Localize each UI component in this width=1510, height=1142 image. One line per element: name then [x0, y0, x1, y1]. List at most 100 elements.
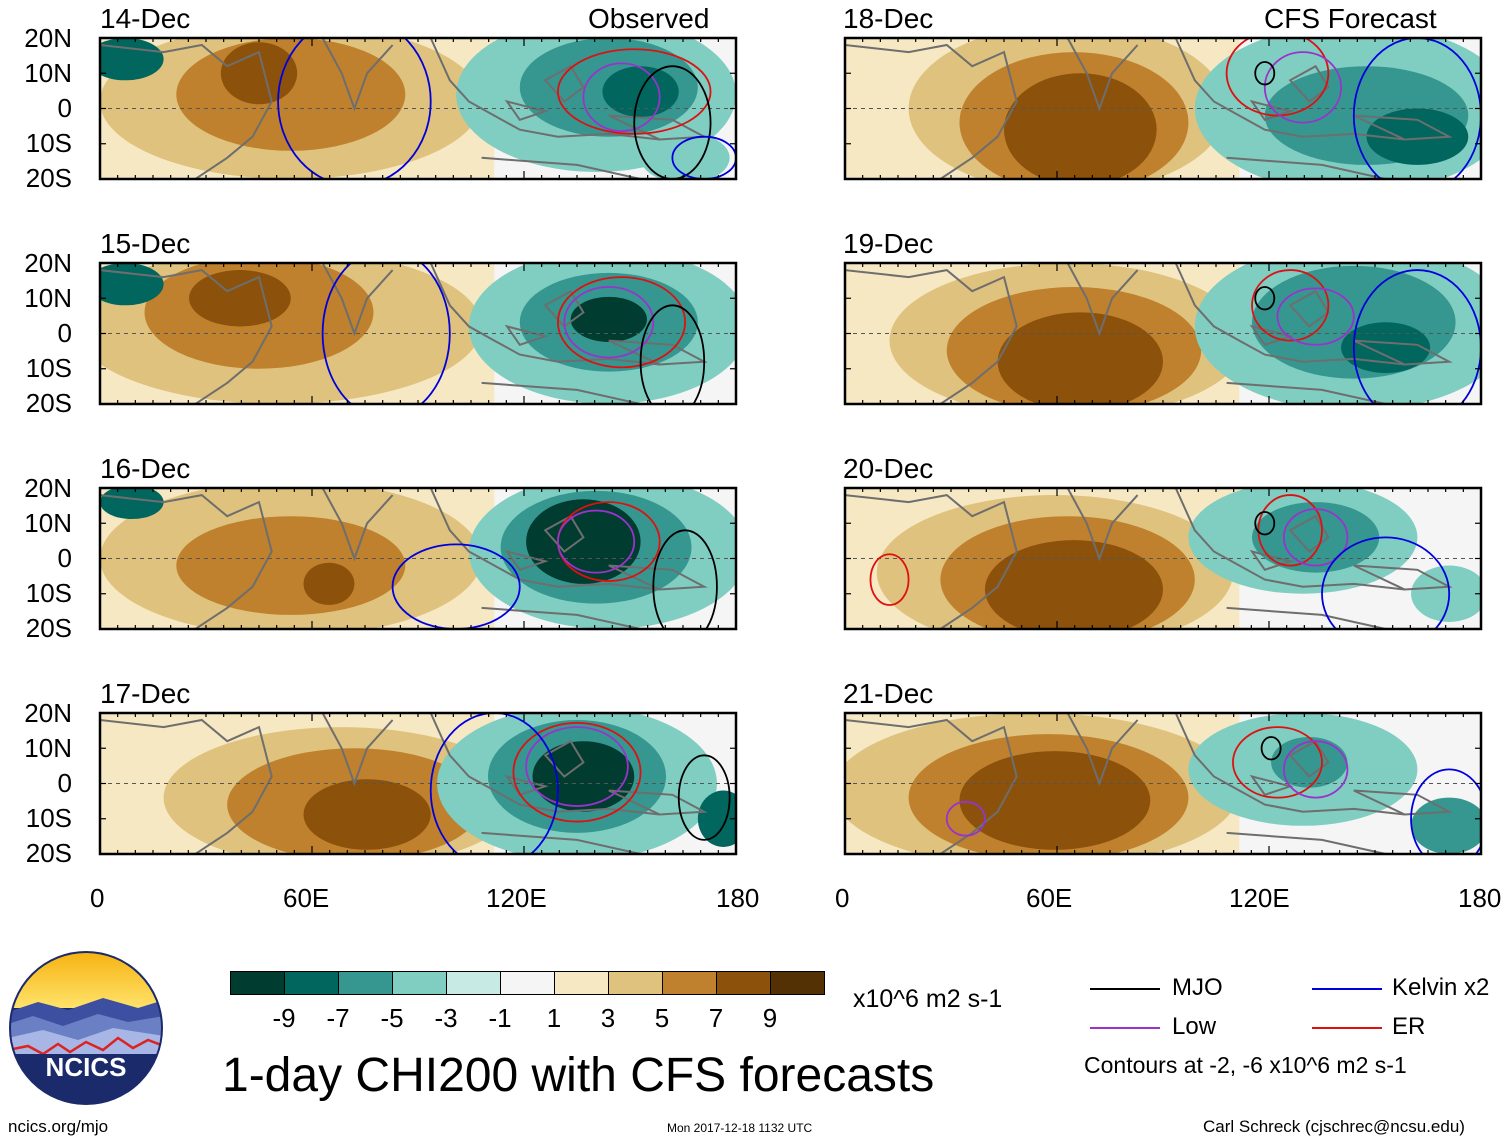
- coastline: [1249, 774, 1294, 796]
- colorbar-swatch: [285, 972, 339, 994]
- contour-low: [582, 62, 661, 132]
- shaded-anomaly: [100, 263, 164, 306]
- coastline: [100, 494, 273, 629]
- legend-label-er: ER: [1392, 1013, 1426, 1040]
- legend-line-low: [1090, 1027, 1160, 1029]
- contour-low: [1282, 740, 1349, 799]
- colorbar-swatch: [771, 972, 824, 994]
- map-panel-right-1: [843, 36, 1483, 181]
- coastline: [504, 324, 549, 346]
- contour-kelvinx: [429, 713, 559, 854]
- colorbar-tick-label: 5: [654, 1003, 670, 1033]
- x-tick-right-180: 180: [1458, 883, 1502, 913]
- coastline: [845, 494, 1018, 629]
- contour-mjo: [633, 65, 712, 179]
- contour-kelvinx: [1352, 269, 1481, 404]
- panel-date-left-4: 17-Dec: [100, 678, 191, 709]
- shaded-anomaly: [100, 38, 164, 81]
- coastline: [504, 774, 549, 796]
- coastline: [1066, 38, 1139, 112]
- map-panel-right-4: [843, 711, 1483, 856]
- shaded-anomaly: [189, 270, 291, 327]
- y-tick-label: 20S: [25, 613, 72, 643]
- colorbar-swatch: [393, 972, 447, 994]
- contour-mjo: [1254, 61, 1276, 86]
- contour-mjo: [1260, 736, 1282, 761]
- y-tick-label: 20N: [24, 248, 72, 278]
- y-tick-label: 0: [57, 768, 72, 798]
- map-panel-right-3: [843, 486, 1483, 631]
- panel-date-right-3: 20-Dec: [843, 453, 934, 484]
- coastline: [1353, 114, 1453, 141]
- contour-low: [1263, 51, 1342, 124]
- figure-title: 1-day CHI200 with CFS forecasts: [222, 1049, 935, 1102]
- contour-er: [869, 553, 910, 606]
- coastline: [481, 606, 641, 629]
- coastline: [504, 99, 549, 121]
- footer-author: Carl Schreck (cjschrec@ncsu.edu): [1203, 1117, 1465, 1136]
- panel-date-left-1: 14-Dec: [100, 3, 191, 34]
- legend-line-er: [1312, 1027, 1382, 1029]
- coastline: [429, 263, 660, 366]
- coastline: [845, 269, 1018, 404]
- coastline: [845, 43, 1018, 179]
- logo-text: NCICS: [46, 1052, 127, 1082]
- map-panel-left-3: [98, 486, 738, 631]
- coastline: [1288, 739, 1330, 778]
- forecast-label: CFS Forecast: [1264, 3, 1437, 34]
- coastline: [504, 549, 549, 571]
- colorbar-tick-label: -9: [272, 1003, 296, 1033]
- contour-mjo: [1254, 286, 1276, 311]
- contour-low: [563, 286, 655, 359]
- contour-kelvinx: [391, 543, 521, 629]
- contour-mjo: [639, 304, 706, 404]
- contour-low: [1276, 287, 1355, 346]
- contour-mjo: [1254, 511, 1276, 536]
- shaded-anomaly: [1411, 797, 1481, 854]
- x-tick-left-60e: 60E: [283, 883, 330, 913]
- shaded-anomaly: [1366, 108, 1469, 165]
- coastline: [1226, 156, 1386, 179]
- contour-mjo: [677, 754, 731, 841]
- shaded-anomaly: [1252, 502, 1380, 573]
- shaded-anomaly: [176, 516, 406, 615]
- colorbar-swatch: [339, 972, 393, 994]
- coastline: [1226, 381, 1386, 404]
- colorbar-tick-label: 1: [546, 1003, 562, 1033]
- coastline: [608, 564, 708, 591]
- map-panel-left-1: [98, 36, 738, 181]
- colorbar-swatch: [555, 972, 609, 994]
- coastline: [429, 713, 660, 816]
- coastline: [321, 713, 394, 787]
- coastline: [429, 488, 660, 591]
- coastline: [1174, 713, 1405, 816]
- coastline: [481, 156, 641, 179]
- map-panels: [98, 36, 1483, 856]
- coastline: [481, 831, 641, 854]
- colorbar: [230, 971, 825, 995]
- legend-label-low: Low: [1172, 1013, 1217, 1040]
- contour-er: [1225, 38, 1330, 117]
- colorbar-tick-label: -1: [488, 1003, 512, 1033]
- legend-label-mjo: MJO: [1172, 974, 1223, 1001]
- coastline: [481, 381, 641, 404]
- footer-website[interactable]: ncics.org/mjo: [8, 1117, 109, 1136]
- shaded-anomaly: [1411, 565, 1481, 622]
- coastline: [1288, 514, 1330, 553]
- shaded-anomaly: [526, 499, 641, 584]
- coastline: [321, 263, 394, 337]
- y-tick-label: 20S: [25, 163, 72, 193]
- y-tick-label: 20S: [25, 388, 72, 418]
- y-tick-label: 10S: [25, 578, 72, 608]
- colorbar-swatch: [717, 972, 771, 994]
- y-tick-label: 0: [57, 318, 72, 348]
- colorbar-tick-label: -3: [434, 1003, 458, 1033]
- shaded-anomaly: [303, 779, 431, 850]
- y-tick-label: 10S: [25, 803, 72, 833]
- shaded-anomaly: [984, 540, 1163, 629]
- panel-date-left-3: 16-Dec: [100, 453, 191, 484]
- shaded-anomaly: [570, 296, 647, 342]
- colorbar-tick-label: 7: [708, 1003, 724, 1033]
- contour-low: [1282, 508, 1349, 567]
- y-tick-label: 10N: [24, 733, 72, 763]
